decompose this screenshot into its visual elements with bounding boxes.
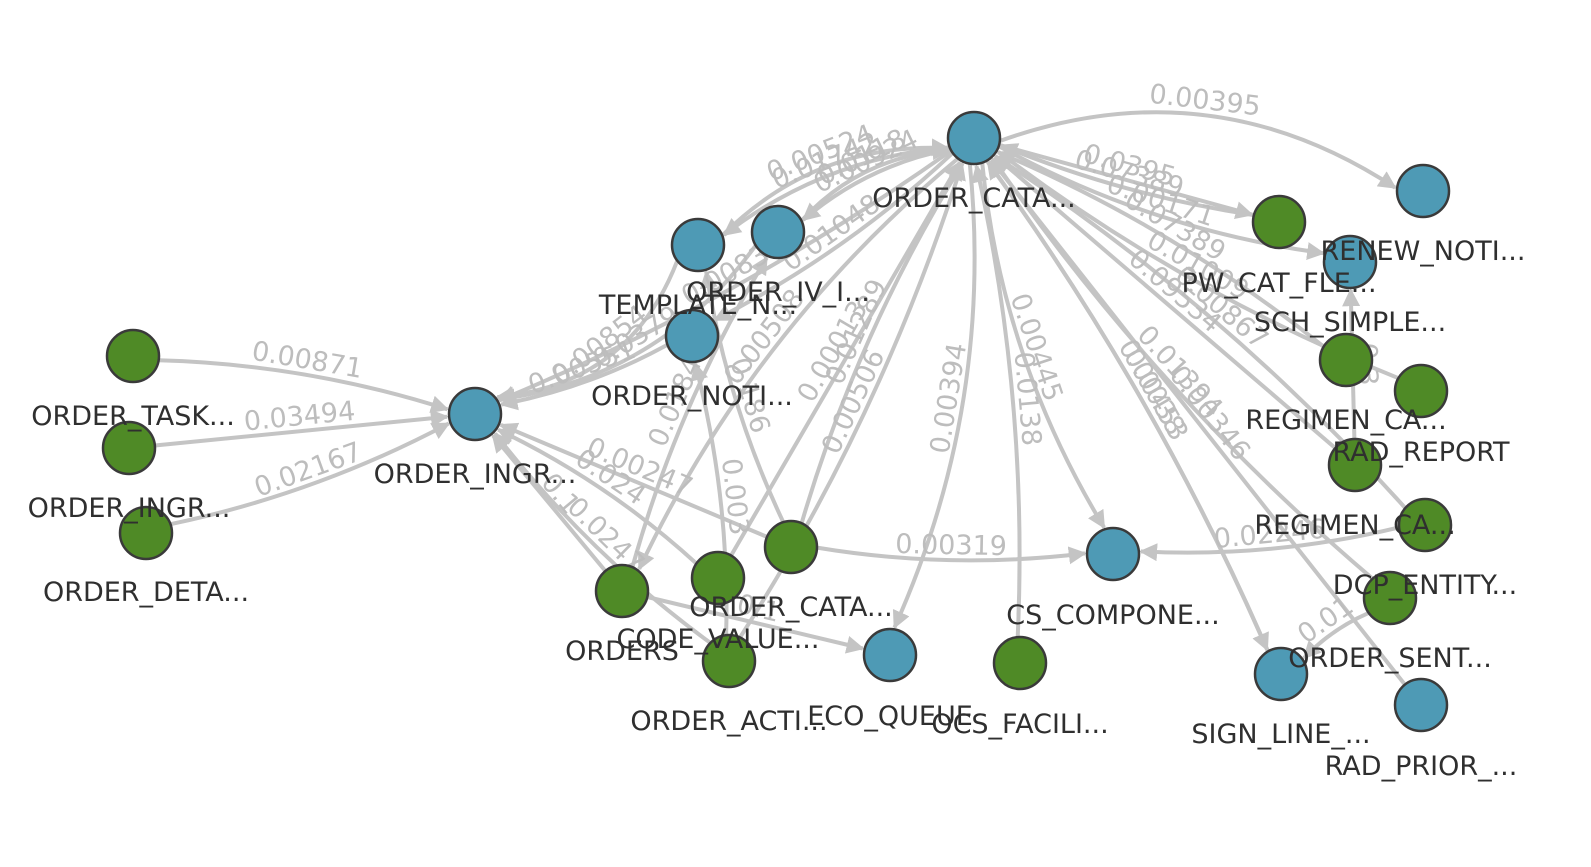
node-label-renew: RENEW_NOTI... <box>1321 236 1526 267</box>
edge-cata-to-eco[interactable] <box>892 163 977 630</box>
node-label-acti: ORDER_ACTI... <box>630 706 827 737</box>
node-label-regca2: REGIMEN_CA... <box>1254 510 1455 541</box>
edge-cata2-to-cata[interactable] <box>799 162 965 524</box>
node-sent[interactable] <box>1362 570 1418 626</box>
node-label-layer: ORDER_TASK... ORDER_INGR... ORDER_DETA... O… <box>28 183 1526 782</box>
edge-codev-to-cata[interactable] <box>729 160 962 557</box>
node-label-deta: ORDER_DETA... <box>43 577 249 608</box>
edge-ingr1-to-ingr[interactable] <box>154 409 449 448</box>
edge-oiv-to-ingr[interactable] <box>497 244 758 407</box>
node-regca2[interactable] <box>1327 437 1383 493</box>
node-label-cata: ORDER_CATA... <box>872 183 1076 214</box>
node-layer <box>101 110 1453 733</box>
node-cscomp[interactable] <box>1085 526 1141 582</box>
node-label-template: TEMPLATE_N... <box>598 290 797 321</box>
edge-cata2-to-ingr[interactable] <box>499 422 768 539</box>
node-label-sent: ORDER_SENT... <box>1288 643 1492 674</box>
edge-orders-to-eco[interactable] <box>646 595 865 654</box>
node-label-sch: SCH_SIMPLE... <box>1254 307 1446 338</box>
node-oiv[interactable] <box>750 204 806 260</box>
edge-template-to-ingr[interactable] <box>495 259 680 405</box>
node-cata[interactable] <box>946 110 1002 166</box>
edge-layer <box>154 110 1407 686</box>
edge-weight-label: 0.003 <box>715 457 755 537</box>
node-label-oiv: ORDER_IV_I... <box>686 277 870 308</box>
edge-cata-to-ingr[interactable] <box>497 148 953 403</box>
node-dcp[interactable] <box>1397 497 1453 553</box>
node-label-ingr1: ORDER_INGR... <box>28 493 231 524</box>
edge-orders-to-oiv[interactable] <box>630 256 769 568</box>
node-label-task: ORDER_TASK... <box>31 401 235 432</box>
node-label-orders: ORDERS <box>565 636 679 667</box>
node-label-ingr: ORDER_INGR... <box>374 459 577 490</box>
edge-sent-to-signline[interactable] <box>1302 611 1370 660</box>
edge-acti-to-ingr[interactable] <box>493 432 712 645</box>
node-task[interactable] <box>105 328 161 384</box>
edge-weight-label: 0.00319 <box>895 529 1007 562</box>
edge-template-to-cata[interactable] <box>720 138 950 238</box>
edge-codev-to-ingr[interactable] <box>496 427 698 565</box>
edge-cata-to-orders[interactable] <box>637 156 960 571</box>
node-pwcat[interactable] <box>1251 194 1307 250</box>
node-acti[interactable] <box>701 633 757 689</box>
node-label-cscomp: CS_COMPONE... <box>1006 600 1219 631</box>
node-label-signline: SIGN_LINE_... <box>1191 719 1370 750</box>
node-ingr[interactable] <box>447 386 503 442</box>
node-noti[interactable] <box>664 308 720 364</box>
node-label-noti: ORDER_NOTI... <box>591 381 793 412</box>
edge-weight-label: 0.02167 <box>250 436 366 503</box>
node-label-radrep: RAD_REPORT <box>1332 437 1510 468</box>
edge-weight-label: 0.03494 <box>243 396 357 438</box>
node-ingr1[interactable] <box>101 420 157 476</box>
edge-cata-to-noti[interactable] <box>713 151 955 322</box>
edge-signline-to-cata[interactable] <box>986 160 1270 653</box>
edge-cata-to-template[interactable] <box>722 145 950 237</box>
node-ocsfac[interactable] <box>992 635 1048 691</box>
edge-cata2-to-cscomp[interactable] <box>816 545 1087 565</box>
edge-weight-label: 0.00871 <box>250 336 365 385</box>
edge-cata-to-pwcat[interactable] <box>998 142 1254 219</box>
edge-ocsfac-to-cata[interactable] <box>971 164 1022 638</box>
node-deta[interactable] <box>118 505 174 561</box>
edge-deta-to-ingr[interactable] <box>169 421 451 527</box>
node-label-regca1: REGIMEN_CA... <box>1245 405 1446 436</box>
node-radprior[interactable] <box>1393 677 1449 733</box>
edge-label-layer: 0.008710.034940.021670.008540.03790.0083… <box>243 79 1384 651</box>
node-cata2[interactable] <box>763 519 819 575</box>
edge-regca2-to-cata[interactable] <box>993 154 1337 450</box>
node-label-pwcat: PW_CAT_FLE... <box>1181 268 1376 299</box>
edge-acti-to-cata[interactable] <box>738 161 966 639</box>
node-signline[interactable] <box>1253 646 1309 702</box>
node-label-ocsfac: OCS_FACILI... <box>931 709 1108 740</box>
edge-task-to-ingr[interactable] <box>158 358 450 413</box>
edge-weight-label: 0.00394 <box>925 341 973 456</box>
node-label-radprior: RAD_PRIOR_... <box>1325 751 1518 782</box>
node-label-dcp: DCP_ENTITY... <box>1333 570 1517 601</box>
node-label-cata2: ORDER_CATA... <box>689 592 893 623</box>
node-regca1[interactable] <box>1318 332 1374 388</box>
edge-cata-to-renew[interactable] <box>999 110 1397 190</box>
edge-cata-to-cscomp[interactable] <box>980 162 1106 529</box>
node-label-codev: CODE_VALUE... <box>617 624 820 655</box>
node-eco[interactable] <box>862 627 918 683</box>
node-codev[interactable] <box>690 550 746 606</box>
edge-cata-to-oiv[interactable] <box>801 147 951 222</box>
node-sch[interactable] <box>1322 234 1378 290</box>
node-radrep[interactable] <box>1393 363 1449 419</box>
edge-cata2-to-template[interactable] <box>699 270 786 524</box>
node-label-eco: ECO_QUEUE <box>807 701 973 732</box>
edge-dcp-to-cscomp[interactable] <box>1139 525 1400 562</box>
node-renew[interactable] <box>1395 163 1451 219</box>
edge-radprior-to-cata[interactable] <box>989 158 1407 686</box>
node-template[interactable] <box>670 217 726 273</box>
edge-weight-label: 0.00395 <box>1148 79 1263 123</box>
edge-noti-to-ingr[interactable] <box>499 343 669 411</box>
edge-pwcat-to-cata[interactable] <box>999 143 1255 218</box>
edge-regca1-to-cata[interactable] <box>996 150 1325 349</box>
node-orders[interactable] <box>594 563 650 619</box>
